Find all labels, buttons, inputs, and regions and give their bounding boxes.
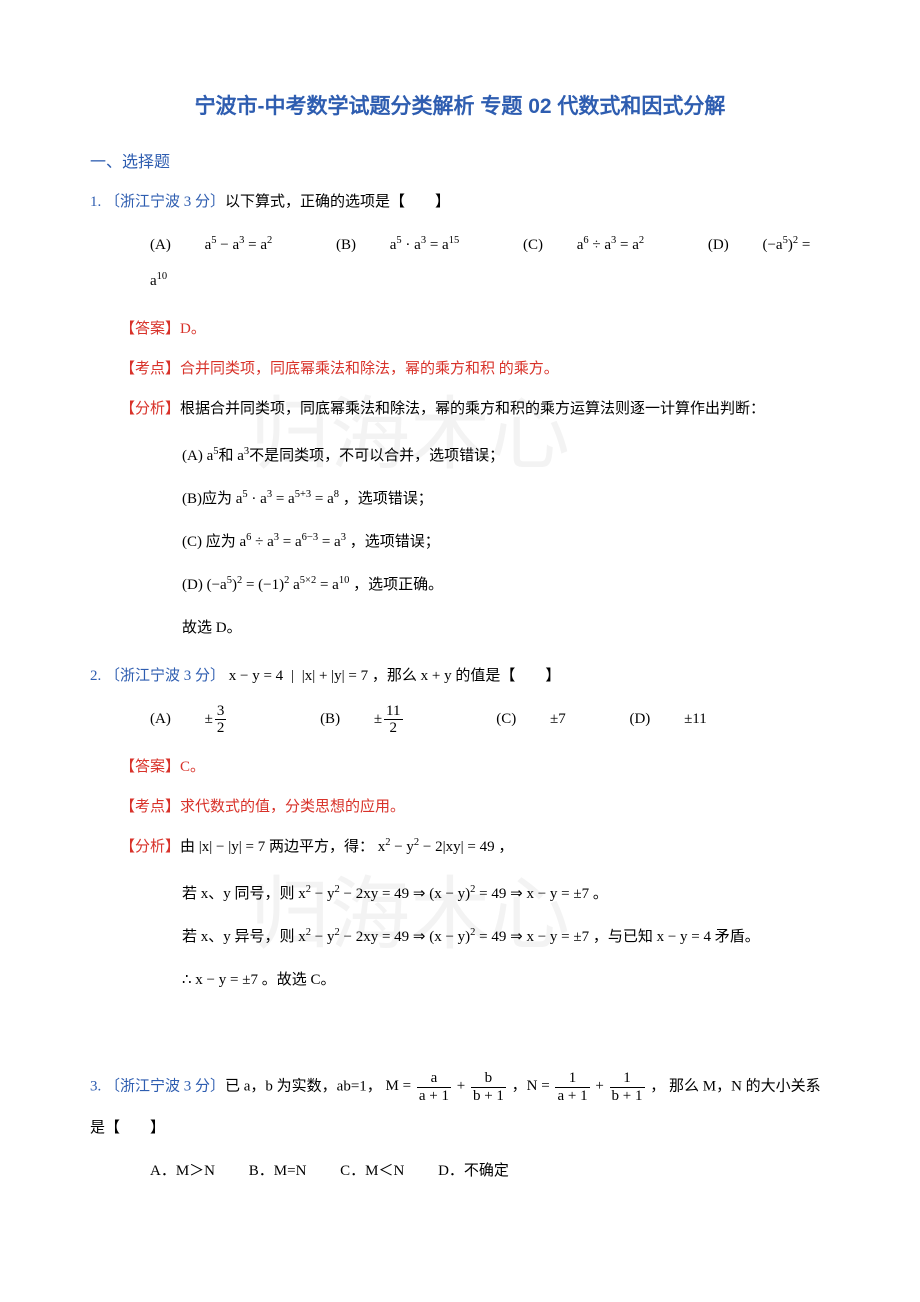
q2-answer: 【答案】C。 【考点】求代数式的值，分类思想的应用。 【分析】由 |x| − |… (90, 749, 830, 865)
q3-opt-c: C．M＜N (340, 1163, 404, 1179)
q2-answer-label: 【答案】 (120, 759, 180, 775)
q2-stem-bar: | (291, 668, 294, 684)
q1-line-c: (C) 应为 a6 ÷ a3 = a6−3 = a3 ，选项错误； (182, 523, 830, 562)
q2-stem-post: ，那么 x + y 的值是【 】 (372, 668, 560, 684)
q2-fenxi-text: 由 |x| − |y| = 7 两边平方，得： x2 − y2 − 2|xy| … (180, 839, 513, 855)
q2-line-b: 若 x、y 异号，则 x2 − y2 − 2xy = 49 ⇒ (x − y)2… (182, 918, 830, 957)
q3-options: A．M＞N B．M=N C．M＜N D．不确定 (90, 1153, 830, 1189)
question-3-stem: 3. 〔浙江宁波 3 分〕已 a，b 为实数，ab=1， M = aa + 1 … (90, 1070, 830, 1104)
q3-stem-pre: 已 a，b 为实数，ab=1， (225, 1078, 382, 1094)
q2-opt-b: (B) ±112 (320, 711, 462, 727)
q2-opt-c: (C) ±7 (496, 711, 595, 727)
q1-line-a: (A) a5和 a3不是同类项，不可以合并，选项错误； (182, 437, 830, 476)
q2-kaodian-label: 【考点】 (120, 799, 180, 815)
q1-answer-label: 【答案】 (120, 321, 180, 337)
question-2-stem: 2. 〔浙江宁波 3 分〕 x − y = 4 | |x| + |y| = 7 … (90, 660, 830, 693)
question-3-stem-line2: 是【 】 (90, 1112, 830, 1145)
q2-stem-pre: x − y = 4 (229, 668, 283, 684)
q2-kaodian-text: 求代数式的值，分类思想的应用。 (180, 799, 405, 815)
q3-opt-d: D．不确定 (438, 1163, 509, 1179)
q1-kaodian-label: 【考点】 (120, 361, 180, 377)
q1-stem-text: 以下算式，正确的选项是【 】 (225, 194, 450, 210)
q3-number: 3. (90, 1078, 101, 1094)
q3-N: ，N = 1a + 1 + 1b + 1 (512, 1078, 651, 1094)
q1-answer: 【答案】D。 【考点】合并同类项，同底幂乘法和除法，幂的乘方和积 的乘方。 【分… (90, 311, 830, 427)
q2-stem-mid: |x| + |y| = 7 (302, 668, 368, 684)
q1-options: (A) a5 − a3 = a2 (B) a5 · a3 = a15 (C) a… (90, 227, 830, 299)
q1-fenxi-text: 根据合并同类项，同底幂乘法和除法，幂的乘方和积的乘方运算法则逐一计算作出判断： (180, 401, 765, 417)
q2-source: 〔浙江宁波 3 分〕 (105, 668, 225, 684)
q1-fenxi-label: 【分析】 (120, 401, 180, 417)
section-header: 一、选择题 (90, 148, 830, 172)
q2-options: (A) ±32 (B) ±112 (C) ±7 (D) ±11 (90, 701, 830, 737)
q3-stem-post: ， 那么 M，N 的大小关系 (650, 1078, 820, 1094)
q3-opt-a: A．M＞N (150, 1163, 215, 1179)
question-1-stem: 1. 〔浙江宁波 3 分〕以下算式，正确的选项是【 】 (90, 186, 830, 219)
q2-opt-a: (A) ±32 (150, 711, 286, 727)
q1-source: 〔浙江宁波 3 分〕 (105, 194, 225, 210)
q1-line-d: (D) (−a5)2 = (−1)2 a5×2 = a10 ，选项正确。 (182, 566, 830, 605)
q3-M: M = aa + 1 + bb + 1 (386, 1078, 512, 1094)
q1-opt-c: (C) a6 ÷ a3 = a2 (523, 237, 674, 253)
q2-fenxi-label: 【分析】 (120, 839, 180, 855)
page-title: 宁波市-中考数学试题分类解析 专题 02 代数式和因式分解 (90, 90, 830, 120)
q1-line-e: 故选 D。 (182, 609, 830, 648)
q1-kaodian-text: 合并同类项，同底幂乘法和除法，幂的乘方和积 的乘方。 (180, 361, 559, 377)
q1-line-b: (B)应为 a5 · a3 = a5+3 = a8 ，选项错误； (182, 480, 830, 519)
q1-analysis-lines: (A) a5和 a3不是同类项，不可以合并，选项错误； (B)应为 a5 · a… (90, 437, 830, 648)
q2-analysis-lines: 若 x、y 同号，则 x2 − y2 − 2xy = 49 ⇒ (x − y)2… (90, 875, 830, 1000)
q1-opt-a: (A) a5 − a3 = a2 (150, 237, 302, 253)
q3-opt-b: B．M=N (249, 1163, 307, 1179)
q2-answer-text: C。 (180, 759, 205, 775)
q1-opt-b: (B) a5 · a3 = a15 (336, 237, 489, 253)
q1-number: 1. (90, 194, 101, 210)
q2-line-a: 若 x、y 同号，则 x2 − y2 − 2xy = 49 ⇒ (x − y)2… (182, 875, 830, 914)
q2-line-c: ∴ x − y = ±7 。故选 C。 (182, 961, 830, 1000)
q3-source: 〔浙江宁波 3 分〕 (105, 1078, 225, 1094)
q2-opt-d: (D) ±11 (629, 711, 736, 727)
q2-number: 2. (90, 668, 101, 684)
q1-answer-text: D。 (180, 321, 206, 337)
